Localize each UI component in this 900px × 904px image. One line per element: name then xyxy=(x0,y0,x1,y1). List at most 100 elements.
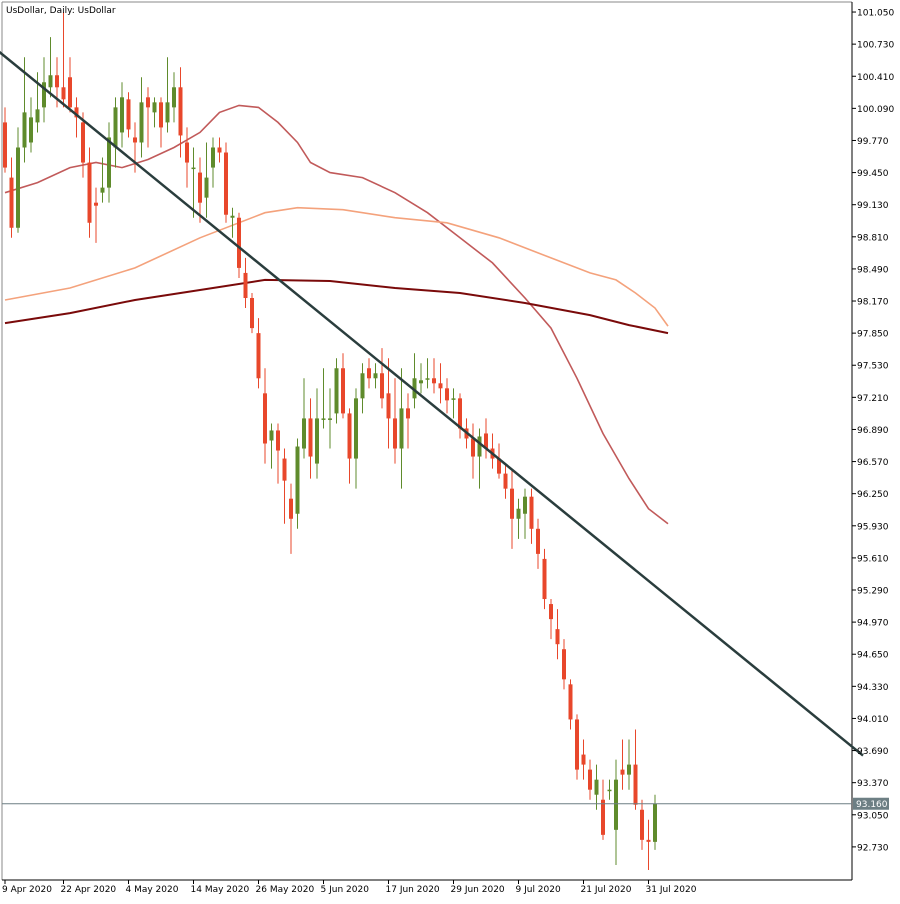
bearish-candle xyxy=(484,433,488,449)
bearish-candle xyxy=(81,122,85,163)
x-tick-label: 21 Jul 2020 xyxy=(581,885,632,895)
y-tick-label: 99.770 xyxy=(857,137,889,147)
y-tick-label: 95.610 xyxy=(857,554,889,564)
bearish-candle xyxy=(308,418,313,457)
y-tick-label: 94.650 xyxy=(857,651,889,661)
bullish-candle xyxy=(100,187,105,193)
bearish-candle xyxy=(438,383,443,389)
y-tick-label: 100.090 xyxy=(857,105,894,115)
bearish-candle xyxy=(568,684,573,720)
bearish-candle xyxy=(503,473,508,489)
bearish-candle xyxy=(126,99,131,130)
x-tick-label: 14 May 2020 xyxy=(191,885,250,895)
bullish-candle xyxy=(191,167,196,170)
bullish-candle xyxy=(477,436,482,457)
bearish-candle xyxy=(217,147,222,153)
bearish-candle xyxy=(445,388,449,401)
plot-area xyxy=(0,1,864,881)
moving-averages xyxy=(4,104,669,525)
bullish-candle xyxy=(627,764,631,775)
bullish-candle xyxy=(354,398,358,459)
bearish-candle xyxy=(87,162,92,223)
y-tick-label: 93.050 xyxy=(857,811,889,821)
y-tick-label: 99.130 xyxy=(857,201,889,211)
x-tick-label: 17 Jun 2020 xyxy=(386,885,440,895)
y-tick-label: 96.890 xyxy=(857,426,889,436)
bullish-candle xyxy=(269,430,274,441)
bullish-candle xyxy=(29,117,33,143)
bearish-candle xyxy=(575,719,579,770)
bearish-candle xyxy=(393,418,397,449)
bullish-candle xyxy=(373,373,378,379)
bearish-candle xyxy=(542,558,547,600)
bullish-candle xyxy=(295,446,300,514)
bearish-candle xyxy=(74,107,79,118)
x-tick-label: 22 Apr 2020 xyxy=(61,885,117,895)
bearish-candle xyxy=(289,498,293,519)
x-tick-label: 9 Jul 2020 xyxy=(516,885,561,895)
y-axis: 101.050 100.730 100.410 100.090 99.770 99.450… xyxy=(852,9,894,853)
bullish-candle xyxy=(120,97,124,133)
y-tick-label: 97.850 xyxy=(857,330,889,340)
chart-title: UsDollar, Daily: UsDollar xyxy=(6,6,116,16)
bearish-candle xyxy=(178,87,183,136)
bearish-candle xyxy=(529,496,534,529)
bearish-candle xyxy=(68,77,72,108)
y-tick-label: 96.570 xyxy=(857,458,889,468)
y-tick-label: 95.930 xyxy=(857,522,889,532)
bearish-candle xyxy=(601,799,605,835)
bullish-candle xyxy=(607,789,612,792)
bullish-candle xyxy=(425,378,430,380)
y-tick-label: 96.250 xyxy=(857,490,889,500)
bearish-candle xyxy=(159,102,163,128)
x-tick-label: 4 May 2020 xyxy=(126,885,179,895)
bearish-candle xyxy=(94,202,98,206)
y-tick-label: 95.290 xyxy=(857,587,889,597)
bearish-candle xyxy=(185,142,189,163)
bullish-candle xyxy=(107,137,111,188)
bearish-candle xyxy=(282,458,287,481)
slow-ma-line xyxy=(4,278,669,335)
x-tick-label: 29 Jun 2020 xyxy=(451,885,505,895)
bearish-candle xyxy=(250,298,254,329)
bearish-candle xyxy=(458,398,462,429)
bearish-candle xyxy=(620,769,625,775)
bullish-candle xyxy=(315,418,319,464)
bullish-candle xyxy=(334,368,339,414)
y-tick-label: 98.170 xyxy=(857,298,889,308)
bullish-candle xyxy=(139,102,144,143)
bearish-candle xyxy=(133,137,137,143)
y-tick-label: 99.450 xyxy=(857,169,889,179)
bearish-candle xyxy=(633,764,638,805)
current-price-label: 93.160 xyxy=(853,797,889,810)
y-tick-label: 97.530 xyxy=(857,362,889,372)
x-tick-label: 31 Jul 2020 xyxy=(646,885,697,895)
bearish-candle xyxy=(61,87,66,100)
bearish-candle xyxy=(555,629,560,645)
y-tick-label: 93.690 xyxy=(857,747,889,757)
bullish-candle xyxy=(594,779,599,795)
fast-ma-line xyxy=(4,104,669,525)
bullish-candle xyxy=(412,378,417,399)
bearish-candle xyxy=(9,177,14,228)
bearish-candle xyxy=(380,373,384,399)
bullish-candle xyxy=(230,215,235,218)
bullish-candle xyxy=(113,107,118,148)
x-tick-label: 5 Jun 2020 xyxy=(321,885,370,895)
bearish-candle xyxy=(471,438,475,457)
bullish-candle xyxy=(16,147,20,228)
bearish-candle xyxy=(581,754,586,765)
bearish-candle xyxy=(3,122,7,168)
bullish-candle xyxy=(165,102,170,123)
bearish-candle xyxy=(510,488,514,519)
y-tick-label: 97.210 xyxy=(857,394,889,404)
bearish-candle xyxy=(588,769,592,790)
bearish-candle xyxy=(562,649,566,680)
bearish-candle xyxy=(432,378,436,384)
bearish-candle xyxy=(224,152,228,215)
trend-line[interactable] xyxy=(0,2,864,757)
bearish-candle xyxy=(263,393,267,444)
mid-ma-line xyxy=(4,206,669,327)
